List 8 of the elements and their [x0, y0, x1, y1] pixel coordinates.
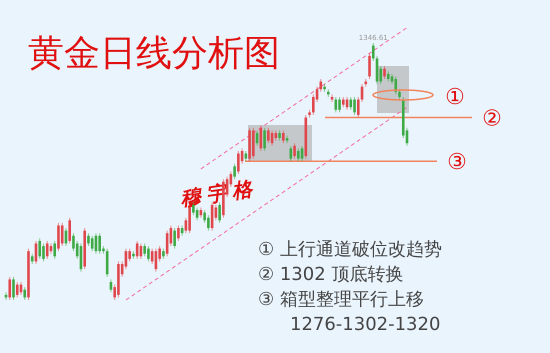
text: ① — [445, 85, 465, 110]
annotation: ① 上行通道破位改趋势 — [258, 239, 442, 260]
text: 1276-1302-1320 — [290, 314, 440, 335]
chart-title: 黄金日线分析图 — [28, 33, 280, 74]
annotation: ② 1302 顶底转换 — [258, 264, 404, 285]
annotation: ③ 箱型整理平行上移 — [258, 289, 424, 310]
ref-line-label: ② — [482, 106, 502, 132]
ref-line-label: ③ — [447, 150, 467, 176]
